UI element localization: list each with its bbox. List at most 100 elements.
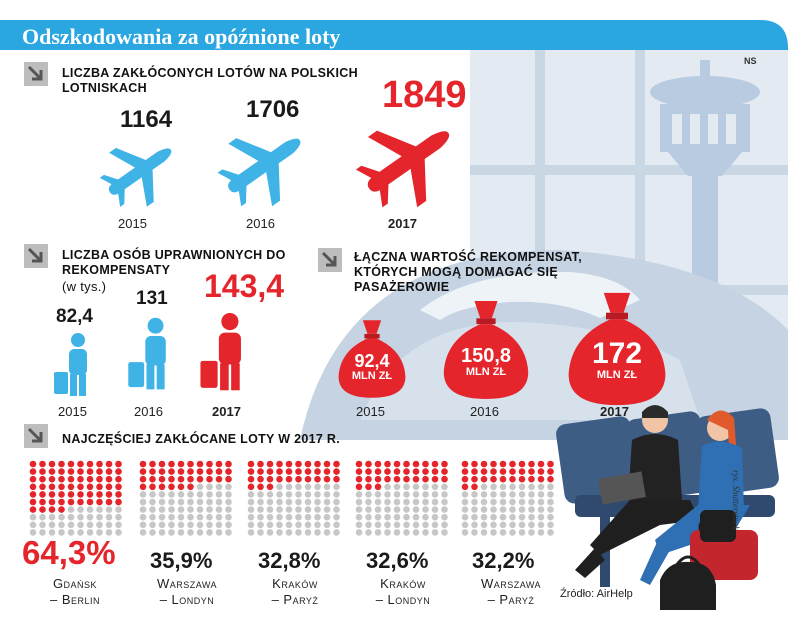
route-dot xyxy=(225,529,232,536)
route-dot xyxy=(206,521,213,529)
route-dot xyxy=(48,491,56,498)
route-dot xyxy=(149,460,156,468)
route-destination: – Paryż xyxy=(487,592,535,607)
route-dot xyxy=(323,475,331,483)
route-dot xyxy=(431,460,439,468)
route-dot xyxy=(48,475,56,483)
route-dot xyxy=(168,521,175,529)
route-percent: 32,8% xyxy=(258,548,321,573)
route-dot xyxy=(518,483,526,491)
route-dot xyxy=(149,483,156,491)
route-dot xyxy=(547,529,554,536)
route-dot xyxy=(196,491,204,498)
route-dot xyxy=(403,468,410,475)
people-2015-year: 2015 xyxy=(58,404,87,419)
route-dot xyxy=(537,513,545,521)
route-dot xyxy=(490,521,497,529)
route-dot xyxy=(276,513,283,521)
route-dot xyxy=(149,498,156,506)
route-dot xyxy=(187,475,194,483)
route-dot xyxy=(480,468,488,475)
route-dot xyxy=(77,468,84,475)
route-dot xyxy=(67,475,75,483)
route-dot xyxy=(518,491,526,498)
flights-2016-value: 1706 xyxy=(246,96,300,123)
route-dot xyxy=(471,491,478,498)
route-dot xyxy=(461,521,469,529)
route-dot xyxy=(276,483,283,491)
route-dot xyxy=(158,460,166,468)
route-dot xyxy=(77,475,84,483)
route-dot xyxy=(139,483,147,491)
route-dot xyxy=(149,521,156,529)
route-dot xyxy=(422,491,429,498)
route-dot xyxy=(67,460,75,468)
route-origin: Warszawa xyxy=(480,576,542,591)
route-dot xyxy=(86,513,94,521)
route-dot xyxy=(158,483,166,491)
route-dot xyxy=(39,460,46,468)
route-dot xyxy=(403,498,410,506)
route-dot xyxy=(206,513,213,521)
route-dot xyxy=(304,521,312,529)
route-dot xyxy=(105,491,113,498)
route-dot xyxy=(314,513,321,521)
route-dot xyxy=(431,521,439,529)
route-dot xyxy=(149,475,156,483)
route-dot xyxy=(105,529,113,536)
route-dot xyxy=(58,460,65,468)
route-dot xyxy=(257,498,264,506)
route-dot xyxy=(355,521,363,529)
route-dot xyxy=(403,460,410,468)
compensation-2015-year: 2015 xyxy=(356,404,385,419)
compensation-2015-unit: MLN ZŁ xyxy=(351,369,393,382)
route-dot xyxy=(225,483,232,491)
route-dot xyxy=(537,483,545,491)
route-dot xyxy=(365,460,372,468)
money-bag-icon xyxy=(338,320,406,398)
route-dot xyxy=(158,529,166,536)
route-dot xyxy=(247,491,255,498)
route-dot xyxy=(518,521,526,529)
route-dot xyxy=(471,529,478,536)
route-dot xyxy=(431,513,439,521)
route-dot xyxy=(266,498,274,506)
route-dot xyxy=(158,513,166,521)
route-dot xyxy=(105,483,113,491)
route-dot xyxy=(257,483,264,491)
route-dot xyxy=(304,491,312,498)
route-dot xyxy=(441,475,448,483)
route-dot xyxy=(77,513,84,521)
route-dot xyxy=(48,513,56,521)
route-dot xyxy=(206,498,213,506)
route-dot xyxy=(39,506,46,513)
route-dot xyxy=(158,521,166,529)
route-dot xyxy=(461,529,469,536)
route-dot xyxy=(215,475,223,483)
route-dot xyxy=(158,475,166,483)
route-dot xyxy=(67,483,75,491)
route-dot xyxy=(105,521,113,529)
route-dot xyxy=(461,513,469,521)
route-dot xyxy=(77,460,84,468)
route-dot xyxy=(314,483,321,491)
route-dot xyxy=(441,513,448,521)
route-dot xyxy=(39,491,46,498)
route-dot xyxy=(168,491,175,498)
route-dot xyxy=(412,513,420,521)
route-dot xyxy=(285,491,293,498)
route-dot xyxy=(139,491,147,498)
route-dot xyxy=(139,460,147,468)
route-dot xyxy=(528,468,535,475)
route-dot xyxy=(196,529,204,536)
route-dot xyxy=(499,513,507,521)
route-dot xyxy=(187,506,194,513)
route-dot xyxy=(499,468,507,475)
route-dot xyxy=(168,529,175,536)
route-dot xyxy=(215,483,223,491)
route-dot xyxy=(384,491,391,498)
route-dot xyxy=(461,483,469,491)
route-dot xyxy=(518,529,526,536)
route-dot xyxy=(509,468,516,475)
route-dot xyxy=(115,521,122,529)
